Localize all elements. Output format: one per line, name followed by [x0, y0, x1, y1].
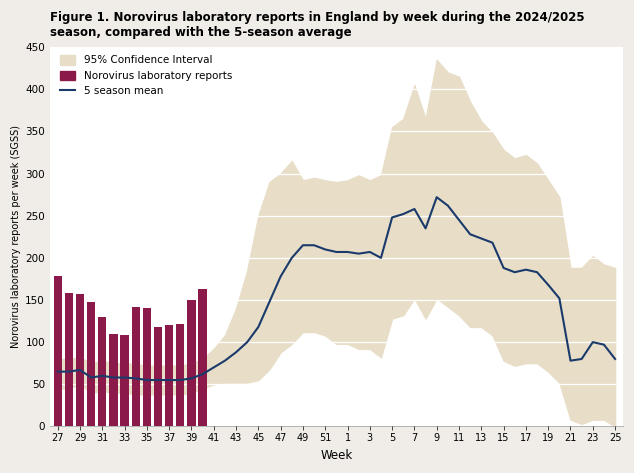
- Bar: [154, 327, 162, 426]
- Legend: 95% Confidence Interval, Norovirus laboratory reports, 5 season mean: 95% Confidence Interval, Norovirus labor…: [56, 51, 236, 100]
- Bar: [198, 289, 207, 426]
- Bar: [187, 300, 196, 426]
- Bar: [109, 334, 118, 426]
- Bar: [131, 307, 140, 426]
- Bar: [176, 324, 184, 426]
- Bar: [143, 308, 151, 426]
- X-axis label: Week: Week: [320, 449, 353, 462]
- Bar: [76, 294, 84, 426]
- Bar: [98, 317, 107, 426]
- Bar: [87, 302, 95, 426]
- Y-axis label: Norovirus laboratory reports per week (SGSS): Norovirus laboratory reports per week (S…: [11, 125, 21, 348]
- Bar: [53, 276, 62, 426]
- Text: Figure 1. Norovirus laboratory reports in England by week during the 2024/2025
s: Figure 1. Norovirus laboratory reports i…: [50, 11, 585, 39]
- Bar: [165, 325, 173, 426]
- Bar: [120, 335, 129, 426]
- Bar: [65, 293, 73, 426]
